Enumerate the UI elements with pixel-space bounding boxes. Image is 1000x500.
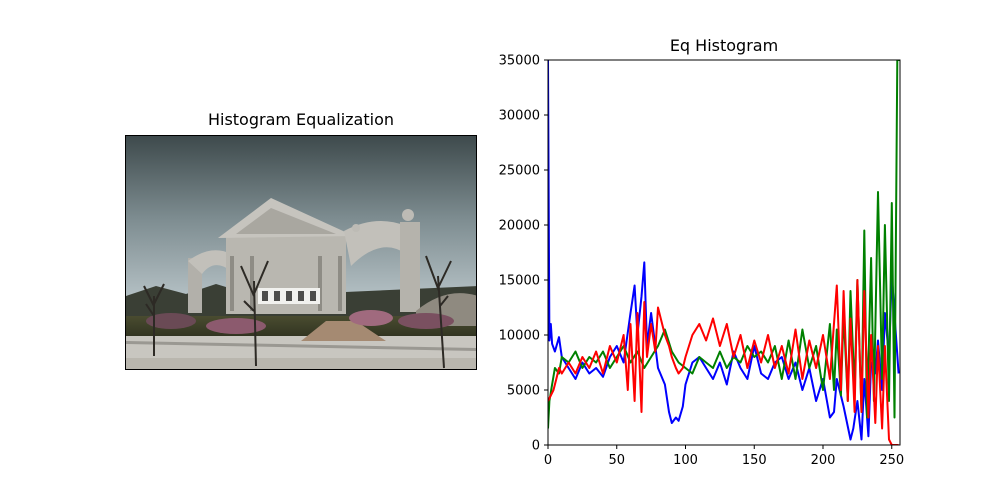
equalized-photo-image <box>126 136 476 369</box>
photo-title: Histogram Equalization <box>207 110 395 129</box>
x-tick-label: 150 <box>742 453 767 468</box>
y-tick-label: 10000 <box>499 329 540 344</box>
equalized-photo <box>125 135 477 370</box>
y-tick-label: 0 <box>532 439 540 454</box>
x-tick-label: 200 <box>811 453 836 468</box>
y-tick-label: 20000 <box>499 219 540 234</box>
y-tick-label: 25000 <box>499 164 540 179</box>
x-tick-label: 50 <box>608 453 625 468</box>
y-tick-label: 15000 <box>499 274 540 289</box>
x-tick-label: 100 <box>673 453 698 468</box>
x-tick-label: 250 <box>879 453 904 468</box>
histogram-line-2 <box>548 279 899 445</box>
x-tick-label: 0 <box>544 453 552 468</box>
y-tick-label: 30000 <box>499 109 540 124</box>
y-tick-label: 5000 <box>507 384 540 399</box>
chart-title: Eq Histogram <box>669 36 779 55</box>
y-tick-label: 35000 <box>499 54 540 69</box>
plot-frame <box>547 59 901 446</box>
histogram-line-0 <box>548 60 900 441</box>
